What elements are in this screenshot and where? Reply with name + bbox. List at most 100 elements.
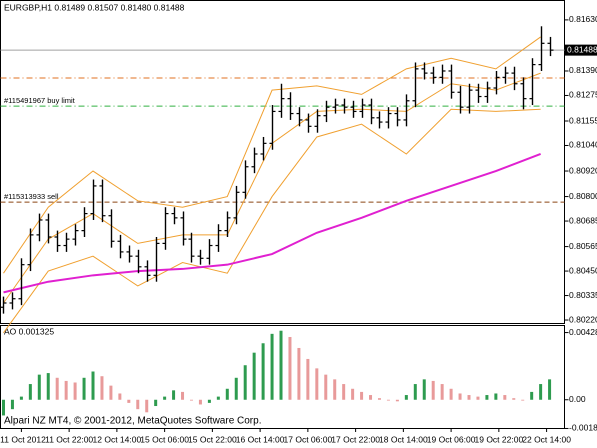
ao-bar (46, 373, 50, 400)
y-tick-label: 0.00 (569, 394, 586, 404)
ao-bar (73, 382, 77, 400)
ao-bar (386, 399, 390, 401)
y-tick-label: 0.80335 (569, 290, 597, 300)
x-tick-label: 15 Oct 06:00 (140, 434, 189, 444)
ao-bar (395, 399, 399, 402)
ao-bar (172, 390, 176, 400)
ao-bar (324, 374, 328, 400)
ao-bar (136, 399, 140, 410)
footer: Alpari NZ MT4, © 2001-2012, MetaQuotes S… (4, 416, 261, 427)
ao-bar (10, 399, 14, 410)
ao-bar (28, 384, 32, 400)
chart-title: EURGBP,H1 0.81489 0.81507 0.81480 0.8148… (4, 2, 185, 12)
y-tick-label: 0.004281 (569, 327, 597, 337)
ao-bar (37, 374, 41, 400)
ao-bar (422, 379, 426, 400)
moving-average (3, 153, 541, 294)
ao-bar (476, 396, 480, 400)
ao-bar (360, 391, 364, 400)
ao-bar (297, 347, 301, 400)
ao-bar (431, 380, 435, 400)
ao-bar (100, 376, 104, 400)
ao-bar (503, 395, 507, 400)
ao-bar (82, 377, 86, 400)
x-tick-label: 18 Oct 14:00 (379, 434, 428, 444)
ao-bar (521, 399, 525, 401)
ao-bar (548, 379, 552, 400)
ao-bar (252, 352, 256, 400)
ao-bar (458, 393, 462, 400)
ao-bar (19, 396, 23, 400)
ao-bar (413, 384, 417, 400)
ao-bar (91, 371, 95, 400)
y-tick-label: 0.80565 (569, 241, 597, 251)
ao-bar (270, 333, 274, 400)
ao-title: AO 0.001325 (4, 326, 54, 336)
x-tick-label: 12 Oct 14:00 (93, 434, 142, 444)
y-tick-label: 0.80220 (569, 314, 597, 324)
ao-bar (288, 336, 292, 400)
ao-bar (163, 396, 167, 400)
ao-bar (485, 395, 489, 400)
ao-bar (127, 399, 131, 403)
x-tick-label: 19 Oct 06:00 (427, 434, 476, 444)
ao-bar (234, 377, 238, 400)
y-tick-label: 0.80450 (569, 265, 597, 275)
ao-bar (1, 399, 5, 416)
ao-bar (145, 399, 149, 413)
x-tick-label: 19 Oct 22:00 (475, 434, 524, 444)
y-tick-label: 0.81390 (569, 65, 597, 75)
ao-bar (198, 399, 202, 405)
ao-bar (440, 384, 444, 400)
ao-bar (539, 384, 543, 400)
ao-bar (306, 358, 310, 400)
x-tick-label: 11 Oct 22:00 (45, 434, 93, 444)
bollinger-band (3, 36, 541, 274)
current-price-label: 0.81488 (567, 44, 597, 54)
price-panel-frame (0, 0, 565, 324)
ao-bar (449, 388, 453, 400)
bollinger-band (3, 108, 541, 334)
ao-bar (404, 395, 408, 400)
x-tick-label: 11 Oct 2012 (0, 434, 46, 444)
y-tick-label: 0.81155 (569, 115, 597, 125)
y-tick-label: 0.81040 (569, 140, 597, 150)
ao-bar (467, 395, 471, 400)
ao-bar (279, 330, 283, 400)
y-tick-label: -0.00183 (569, 423, 597, 433)
ao-bar (55, 377, 59, 400)
x-tick-label: 17 Oct 06:00 (284, 434, 333, 444)
x-tick-label: 17 Oct 22:00 (331, 434, 380, 444)
ao-bar (494, 393, 498, 400)
ao-bar (512, 398, 516, 400)
ao-bar (333, 379, 337, 400)
ao-panel-frame (0, 325, 565, 429)
ao-bar (530, 391, 534, 400)
order-level-label: #115313933 sell (4, 192, 59, 201)
ao-bar (181, 391, 185, 400)
ao-bar (118, 393, 122, 400)
ao-bar (377, 398, 381, 400)
ao-bar (225, 388, 229, 400)
ao-bar (154, 399, 158, 407)
y-tick-label: 0.81275 (569, 90, 597, 100)
x-tick-label: 15 Oct 22:00 (188, 434, 237, 444)
ao-bar (369, 395, 373, 400)
y-tick-label: 0.80920 (569, 165, 597, 175)
ao-bar (64, 380, 68, 400)
ao-bar (189, 399, 193, 401)
y-tick-label: 0.81630 (569, 14, 597, 24)
ao-bar (315, 368, 319, 400)
ao-bar (342, 384, 346, 400)
ao-bar (216, 396, 220, 400)
y-tick-label: 0.80800 (569, 191, 597, 201)
x-tick-label: 16 Oct 14:00 (236, 434, 285, 444)
ao-bar (109, 385, 113, 400)
x-tick-label: 22 Oct 14:00 (522, 434, 571, 444)
ao-bar (207, 399, 211, 403)
order-level-label: #115491967 buy limit (4, 96, 76, 105)
ao-bar (243, 365, 247, 400)
current-price-box (565, 44, 597, 56)
